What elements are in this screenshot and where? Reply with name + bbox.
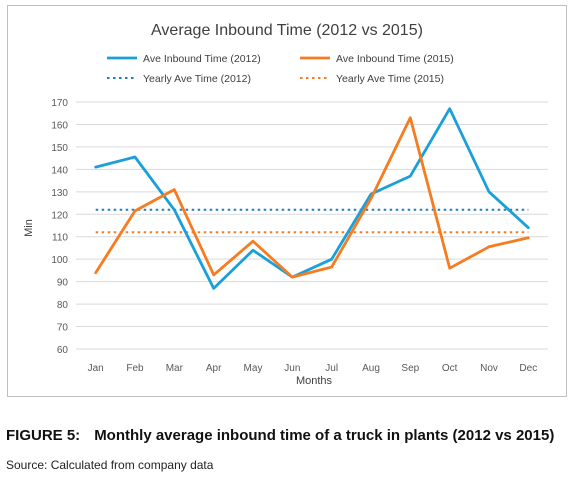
x-tick-label: Dec <box>519 363 537 374</box>
series-line-ave-inbound-time-2015 <box>94 116 530 279</box>
x-tick-label: Jul <box>325 363 338 374</box>
x-tick-label: Feb <box>126 363 144 374</box>
x-tick-labels: Jan Feb Mar Apr May Jun Jul Aug Sep Oct Nov Dec <box>88 363 538 374</box>
x-tick-label: Mar <box>166 363 184 374</box>
legend-label: Ave Inbound Time (2015) <box>336 53 454 65</box>
y-tick-label: 110 <box>52 233 68 244</box>
y-axis-label: Min <box>23 219 35 237</box>
chart-title: Average Inbound Time (2012 vs 2015) <box>151 22 423 39</box>
gridlines <box>76 101 548 350</box>
y-tick-label: 90 <box>57 278 69 289</box>
y-tick-labels: 60 70 80 90 100 110 120 130 140 150 160 170 <box>51 98 68 356</box>
y-tick-label: 160 <box>51 120 68 131</box>
x-tick-label: Aug <box>362 363 380 374</box>
series-lines <box>94 107 530 290</box>
y-tick-label: 100 <box>51 255 68 266</box>
figure-number: FIGURE 5: <box>6 427 81 444</box>
x-tick-label: Sep <box>401 363 419 374</box>
x-tick-label: Nov <box>480 363 498 374</box>
line-chart: Average Inbound Time (2012 vs 2015) Ave … <box>23 22 548 387</box>
x-tick-label: Jun <box>284 363 300 374</box>
y-tick-label: 130 <box>51 188 68 199</box>
y-tick-label: 120 <box>51 210 68 221</box>
y-tick-label: 140 <box>51 165 68 176</box>
y-tick-label: 80 <box>57 300 69 311</box>
x-tick-label: May <box>244 363 263 374</box>
y-tick-label: 70 <box>57 323 69 334</box>
y-tick-label: 60 <box>57 345 69 356</box>
chart-frame: Average Inbound Time (2012 vs 2015) Ave … <box>7 5 567 397</box>
y-tick-label: 150 <box>51 143 68 154</box>
legend-label: Yearly Ave Time (2012) <box>143 73 251 85</box>
legend-label: Ave Inbound Time (2012) <box>143 53 261 65</box>
source-note: Source: Calculated from company data <box>6 458 214 472</box>
x-tick-label: Oct <box>442 363 458 374</box>
figure-caption-text: Monthly average inbound time of a truck … <box>94 427 555 444</box>
x-tick-label: Jan <box>88 363 104 374</box>
y-tick-label: 170 <box>51 98 68 109</box>
legend-label: Yearly Ave Time (2015) <box>336 73 444 85</box>
x-tick-label: Apr <box>206 363 222 374</box>
series-line-ave-inbound-time-2012 <box>94 107 530 290</box>
legend: Ave Inbound Time (2012) Ave Inbound Time … <box>107 53 454 85</box>
figure-caption: FIGURE 5: Monthly average inbound time of… <box>6 427 554 444</box>
x-axis-label: Months <box>296 375 333 387</box>
